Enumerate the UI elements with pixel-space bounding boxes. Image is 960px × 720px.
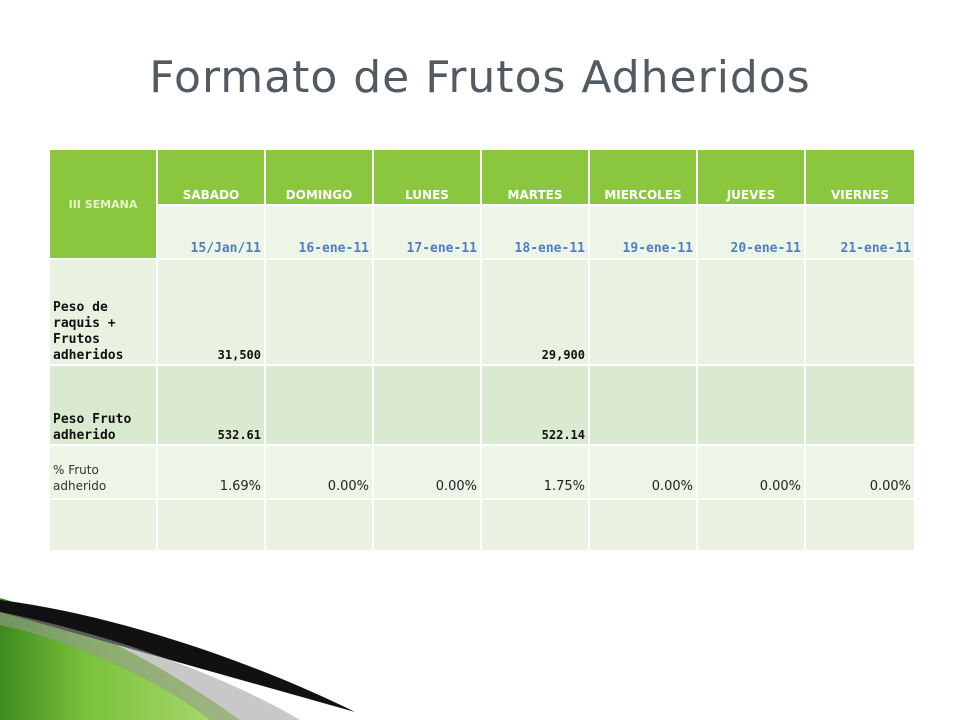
table-cell: 0.00%: [372, 444, 482, 500]
table-cell: 0.00%: [588, 444, 698, 500]
page-title: Formato de Frutos Adheridos: [149, 52, 811, 103]
date-header-row: 15/Jan/11 16-ene-11 17-ene-11 18-ene-11 …: [49, 204, 916, 260]
table-cell: 522.14: [480, 364, 590, 446]
date-header: 15/Jan/11: [156, 204, 266, 260]
date-header: 17-ene-11: [372, 204, 482, 260]
table-cell: [588, 498, 698, 552]
date-header: 20-ene-11: [696, 204, 806, 260]
table-row: Peso de raquis + Frutos adheridos 31,500…: [48, 258, 916, 366]
semana-header: III SEMANA: [48, 148, 158, 260]
table-cell: 1.75%: [480, 444, 590, 500]
table-cell: 0.00%: [696, 444, 806, 500]
table-cell: [480, 498, 590, 552]
row-label: % Fruto adherido: [48, 444, 158, 500]
table-cell: 29,900: [480, 258, 590, 366]
table-cell: 0.00%: [264, 444, 374, 500]
swoosh-green-front: [0, 625, 210, 720]
table-cell: [372, 498, 482, 552]
table-cell: [372, 364, 482, 446]
table-cell: 0.00%: [804, 444, 916, 500]
table-cell: [156, 498, 266, 552]
date-header: 18-ene-11: [480, 204, 590, 260]
table-cell: [696, 498, 806, 552]
table-cell: 31,500: [156, 258, 266, 366]
table-row: Peso Fruto adherido 532.61 522.14: [48, 364, 916, 446]
row-label: Peso de raquis + Frutos adheridos: [48, 258, 158, 366]
day-header: VIERNES: [804, 148, 916, 206]
table-cell: [804, 258, 916, 366]
day-header: LUNES: [372, 148, 482, 206]
row-label: Peso Fruto adherido: [48, 364, 158, 446]
date-header: 21-ene-11: [804, 204, 916, 260]
table-cell: [804, 364, 916, 446]
table-row: % Fruto adherido 1.69% 0.00% 0.00% 1.75%…: [48, 444, 916, 500]
table-row: [48, 498, 916, 552]
table-cell: [372, 258, 482, 366]
table-cell: [264, 364, 374, 446]
table-cell: [804, 498, 916, 552]
table-cell: [264, 498, 374, 552]
day-header-row: III SEMANA SABADO DOMINGO LUNES MARTES M…: [48, 148, 916, 260]
day-header: MIERCOLES: [588, 148, 698, 206]
table-cell: [696, 258, 806, 366]
table-cell: [588, 258, 698, 366]
table-cell: [588, 364, 698, 446]
table-cell: [696, 364, 806, 446]
swoosh-black: [0, 600, 355, 712]
date-header: 16-ene-11: [264, 204, 374, 260]
table-cell: 532.61: [156, 364, 266, 446]
table-cell: [48, 498, 158, 552]
frutos-table: III SEMANA SABADO DOMINGO LUNES MARTES M…: [48, 148, 916, 552]
table-cell: [264, 258, 374, 366]
day-header: DOMINGO: [264, 148, 374, 206]
day-header: JUEVES: [696, 148, 806, 206]
date-header: 19-ene-11: [588, 204, 698, 260]
table-cell: 1.69%: [156, 444, 266, 500]
day-header: MARTES: [480, 148, 590, 206]
day-header: SABADO: [156, 148, 266, 206]
